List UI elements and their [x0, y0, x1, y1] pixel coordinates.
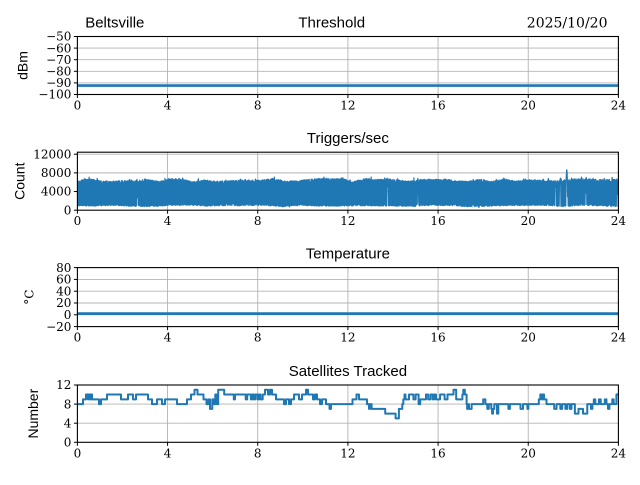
y-tick-label: −60 [46, 41, 71, 55]
x-tick-label: 20 [521, 214, 536, 228]
title-right: 2025/10/20 [527, 16, 608, 32]
y-tick-label: 8 [64, 397, 72, 411]
x-tick-label: 16 [430, 99, 445, 113]
subplot-title: Triggers/sec [307, 130, 389, 147]
y-tick-labels: 0 4000 8000 12000 [33, 147, 71, 217]
y-tick-label: 4 [64, 416, 72, 430]
subplot-title: Satellites Tracked [289, 363, 407, 380]
y-tick-labels: −50−60−70−80−90−100 [38, 30, 71, 102]
x-tick-label: 12 [340, 331, 355, 345]
x-tick-labels: 0 4 8 12 16 20 24 [74, 446, 627, 460]
tick-marks [73, 384, 619, 446]
subplot-triggers-sec: 0 4 8 12 16 20 24 0 4000 8000 12000 Count Triggers/s… [12, 130, 627, 228]
x-tick-label: 12 [340, 99, 355, 113]
y-tick-label: −70 [46, 53, 71, 67]
y-axis-label: Number [25, 388, 41, 438]
title-left: Beltsville [85, 15, 144, 32]
y-tick-label: −20 [46, 320, 71, 334]
x-tick-label: 24 [611, 99, 627, 113]
y-tick-label: 12000 [33, 147, 71, 161]
x-tick-label: 20 [521, 331, 536, 345]
x-tick-label: 20 [521, 99, 536, 113]
gridlines [77, 36, 619, 95]
x-tick-label: 12 [340, 446, 355, 460]
x-tick-label: 0 [74, 331, 82, 345]
subplot-threshold: 0 4 8 12 16 20 24 −50−60−70−80−90−100 dBm Thresho… [15, 15, 627, 113]
y-tick-label: 8000 [41, 166, 72, 180]
y-axis-label: dBm [15, 51, 31, 80]
x-tick-labels: 0 4 8 12 16 20 24 [74, 214, 627, 228]
x-tick-label: 8 [254, 446, 262, 460]
x-tick-label: 24 [611, 446, 627, 460]
tick-marks [73, 36, 619, 98]
gridlines [77, 267, 619, 327]
y-tick-label: −50 [46, 30, 71, 44]
y-tick-labels: 0 4 8 12 [56, 378, 72, 449]
x-tick-label: 16 [430, 214, 445, 228]
y-tick-label: 20 [56, 296, 71, 310]
tick-marks [73, 267, 619, 331]
x-tick-label: 24 [611, 331, 627, 345]
tick-marks [73, 153, 619, 214]
y-axis-label: Count [12, 162, 28, 199]
y-tick-label: 60 [56, 273, 71, 287]
x-tick-label: 20 [521, 446, 536, 460]
gridlines [77, 385, 619, 443]
x-tick-label: 16 [430, 331, 445, 345]
x-tick-label: 0 [74, 214, 82, 228]
y-tick-label: 12 [56, 378, 71, 392]
subplot-title: Temperature [306, 246, 390, 263]
x-tick-labels: 0 4 8 12 16 20 24 [74, 99, 627, 113]
y-tick-label: 80 [56, 261, 71, 275]
y-axis-label: °C [23, 290, 37, 305]
x-tick-label: 24 [611, 214, 627, 228]
y-tick-label: 0 [64, 308, 72, 322]
y-tick-label: 40 [56, 284, 71, 298]
y-tick-label: 4000 [41, 185, 72, 199]
y-tick-label: −100 [38, 88, 71, 102]
x-tick-label: 12 [340, 214, 355, 228]
y-tick-label: 0 [64, 203, 72, 217]
x-tick-label: 0 [74, 446, 82, 460]
x-tick-label: 8 [254, 99, 262, 113]
x-tick-label: 4 [164, 214, 172, 228]
x-tick-label: 4 [164, 99, 172, 113]
x-tick-label: 8 [254, 331, 262, 345]
x-tick-label: 4 [164, 331, 172, 345]
series-triggers-per-sec [77, 169, 619, 209]
x-tick-label: 0 [74, 99, 82, 113]
x-tick-label: 16 [430, 446, 445, 460]
y-tick-label: −80 [46, 65, 71, 79]
series-satellites-tracked [77, 388, 619, 420]
y-tick-label: 0 [64, 436, 72, 450]
x-tick-label: 4 [164, 446, 172, 460]
y-tick-label: −90 [46, 76, 71, 90]
x-tick-label: 8 [254, 214, 262, 228]
subplot-title: Threshold [298, 15, 365, 32]
subplot-satellites-tracked: 0 4 8 12 16 20 24 0 4 8 12 Number Satellites Tracked [25, 363, 626, 460]
x-tick-labels: 0 4 8 12 16 20 24 [74, 331, 627, 345]
